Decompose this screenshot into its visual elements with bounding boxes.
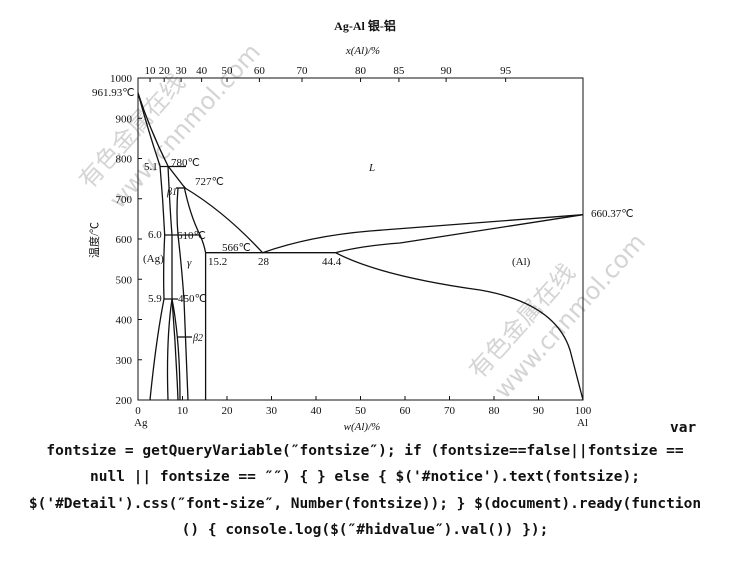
annotation: 5.9 [148, 293, 162, 305]
top-tick-label: 50 [222, 65, 234, 77]
x-tick-label: 70 [444, 405, 456, 417]
y-axis-label: 温度/℃ [87, 222, 101, 258]
annotation: 15.2 [208, 256, 227, 268]
top-tick-label: 95 [500, 65, 512, 77]
beta2-boundary [164, 298, 181, 401]
beta1-boundary [176, 187, 189, 401]
annotation: 5.1 [144, 161, 158, 173]
annotations: 961.93℃ 660.37℃ 780℃ 727℃ 610℃ 566℃ 450℃… [92, 87, 634, 344]
code-text: null || fontsize == ″″) { } else { $('#n… [90, 469, 640, 485]
x-tick-label: 80 [489, 405, 501, 417]
x-tick-label: 90 [533, 405, 545, 417]
top-axis-label: x(Al)/% [345, 45, 380, 57]
x-tick-label: 20 [222, 405, 234, 417]
y-tick-label: 500 [116, 274, 133, 286]
x-tick-label: 100 [575, 405, 592, 417]
y-tick-label: 300 [116, 355, 133, 367]
code-text: () { console.log($(″#hidvalue″).val()) }… [182, 522, 549, 538]
annotation: 6.0 [148, 229, 162, 241]
annotation: L [368, 162, 375, 174]
top-tick-label: 85 [393, 65, 405, 77]
x-tick-label: 60 [400, 405, 412, 417]
x-tick-label: 30 [266, 405, 278, 417]
top-tick-label: 60 [254, 65, 266, 77]
code-text: var [670, 420, 696, 436]
annotation: 610℃ [177, 230, 206, 242]
x-tick-label: 0 [135, 405, 141, 417]
y-tick-label: 200 [116, 395, 133, 407]
y-tick-label: 900 [116, 113, 133, 125]
annotation: 450℃ [178, 293, 207, 305]
annotation: β1 [166, 187, 177, 198]
x-tick-label: 10 [177, 405, 189, 417]
gamma-boundary [183, 185, 207, 400]
annotation: 660.37℃ [591, 208, 634, 220]
y-tick-label: 800 [116, 154, 133, 166]
bottom-axis-label: w(Al)/% [344, 421, 381, 433]
annotation: 44.4 [322, 256, 342, 268]
end-label: Ag [134, 417, 148, 429]
top-tick-label: 80 [355, 65, 367, 77]
phase-lines [137, 92, 584, 401]
annotation: γ [187, 257, 192, 269]
liquidus [137, 92, 584, 254]
top-tick-label: 70 [296, 65, 308, 77]
x-tick-label: 50 [355, 405, 367, 417]
annotation: 961.93℃ [92, 87, 135, 99]
x-tick-label: 40 [311, 405, 323, 417]
al-solidus [335, 214, 584, 254]
top-tick-label: 40 [196, 65, 208, 77]
end-label: Al [577, 417, 588, 429]
y-tick-label: 1000 [110, 73, 133, 85]
ag-solvus [137, 92, 166, 401]
code-text: fontsize = getQueryVariable(″fontsize″);… [46, 443, 684, 459]
annotation: 28 [258, 256, 270, 268]
top-tick-label: 30 [176, 65, 188, 77]
annotation: β2 [192, 333, 203, 344]
annotation: (Al) [512, 256, 531, 268]
y-tick-label: 700 [116, 194, 133, 206]
y-tick-label: 600 [116, 234, 133, 246]
annotation: 566℃ [222, 242, 251, 254]
code-text: $('#Detail').css(″font-size″, Number(fon… [29, 496, 701, 512]
annotation: (Ag) [143, 253, 164, 265]
annotation: 780℃ [171, 157, 200, 169]
y-tick-label: 400 [116, 315, 133, 327]
title: Ag-Al 银-铝 [334, 18, 396, 33]
top-tick-label: 20 [159, 65, 171, 77]
top-tick-label: 10 [145, 65, 157, 77]
top-tick-label: 90 [441, 65, 453, 77]
al-solvus [335, 252, 584, 401]
annotation: 727℃ [195, 176, 224, 188]
